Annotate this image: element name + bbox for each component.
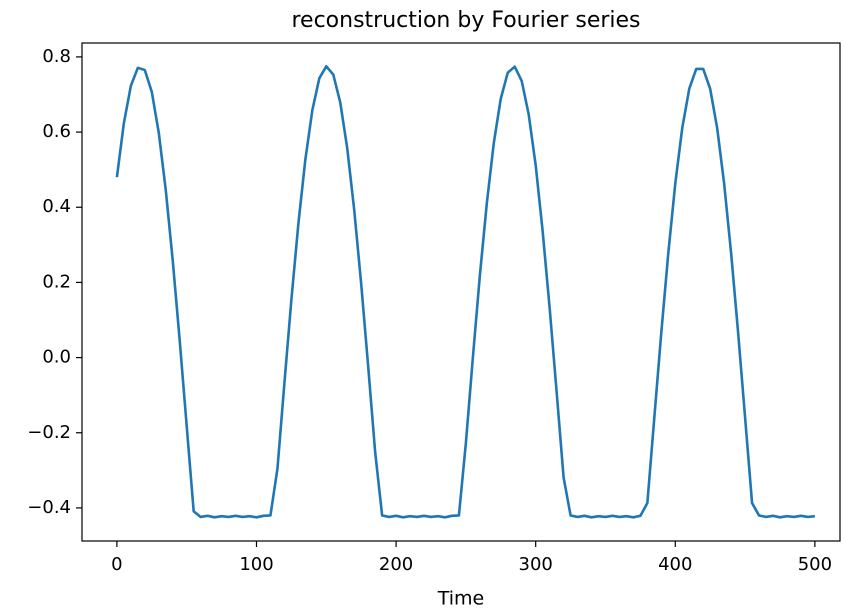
y-tick-label: 0.6	[42, 121, 71, 142]
chart-title: reconstruction by Fourier series	[291, 8, 640, 33]
x-tick-label: 500	[798, 554, 832, 575]
y-tick-label: 0.8	[42, 46, 71, 67]
y-tick-label: 0.0	[42, 347, 71, 368]
x-tick-label: 300	[519, 554, 553, 575]
y-tick-label: −0.4	[27, 497, 71, 518]
axes-frame	[81, 42, 841, 542]
x-tick-label: 0	[111, 554, 122, 575]
x-axis-label: Time	[437, 588, 485, 610]
x-tick-label: 200	[379, 554, 413, 575]
y-tick-label: −0.2	[27, 422, 71, 443]
y-tick-label: 0.2	[42, 271, 71, 292]
line-series	[115, 65, 816, 519]
y-tick-label: 0.4	[42, 196, 71, 217]
x-tick-label: 100	[239, 554, 273, 575]
x-tick-label: 400	[658, 554, 692, 575]
